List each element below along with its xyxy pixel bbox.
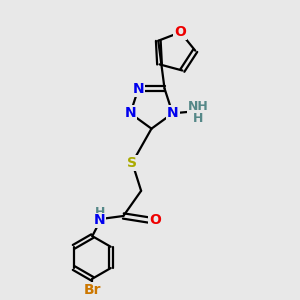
Text: Br: Br [83,283,101,297]
Text: N: N [167,106,178,120]
Text: H: H [193,112,203,125]
Text: NH: NH [188,100,208,113]
Text: O: O [174,25,186,39]
Text: N: N [133,82,144,95]
Text: S: S [127,156,137,170]
Text: O: O [149,213,161,227]
Text: N: N [124,106,136,120]
Text: N: N [94,213,106,227]
Text: H: H [94,206,105,219]
